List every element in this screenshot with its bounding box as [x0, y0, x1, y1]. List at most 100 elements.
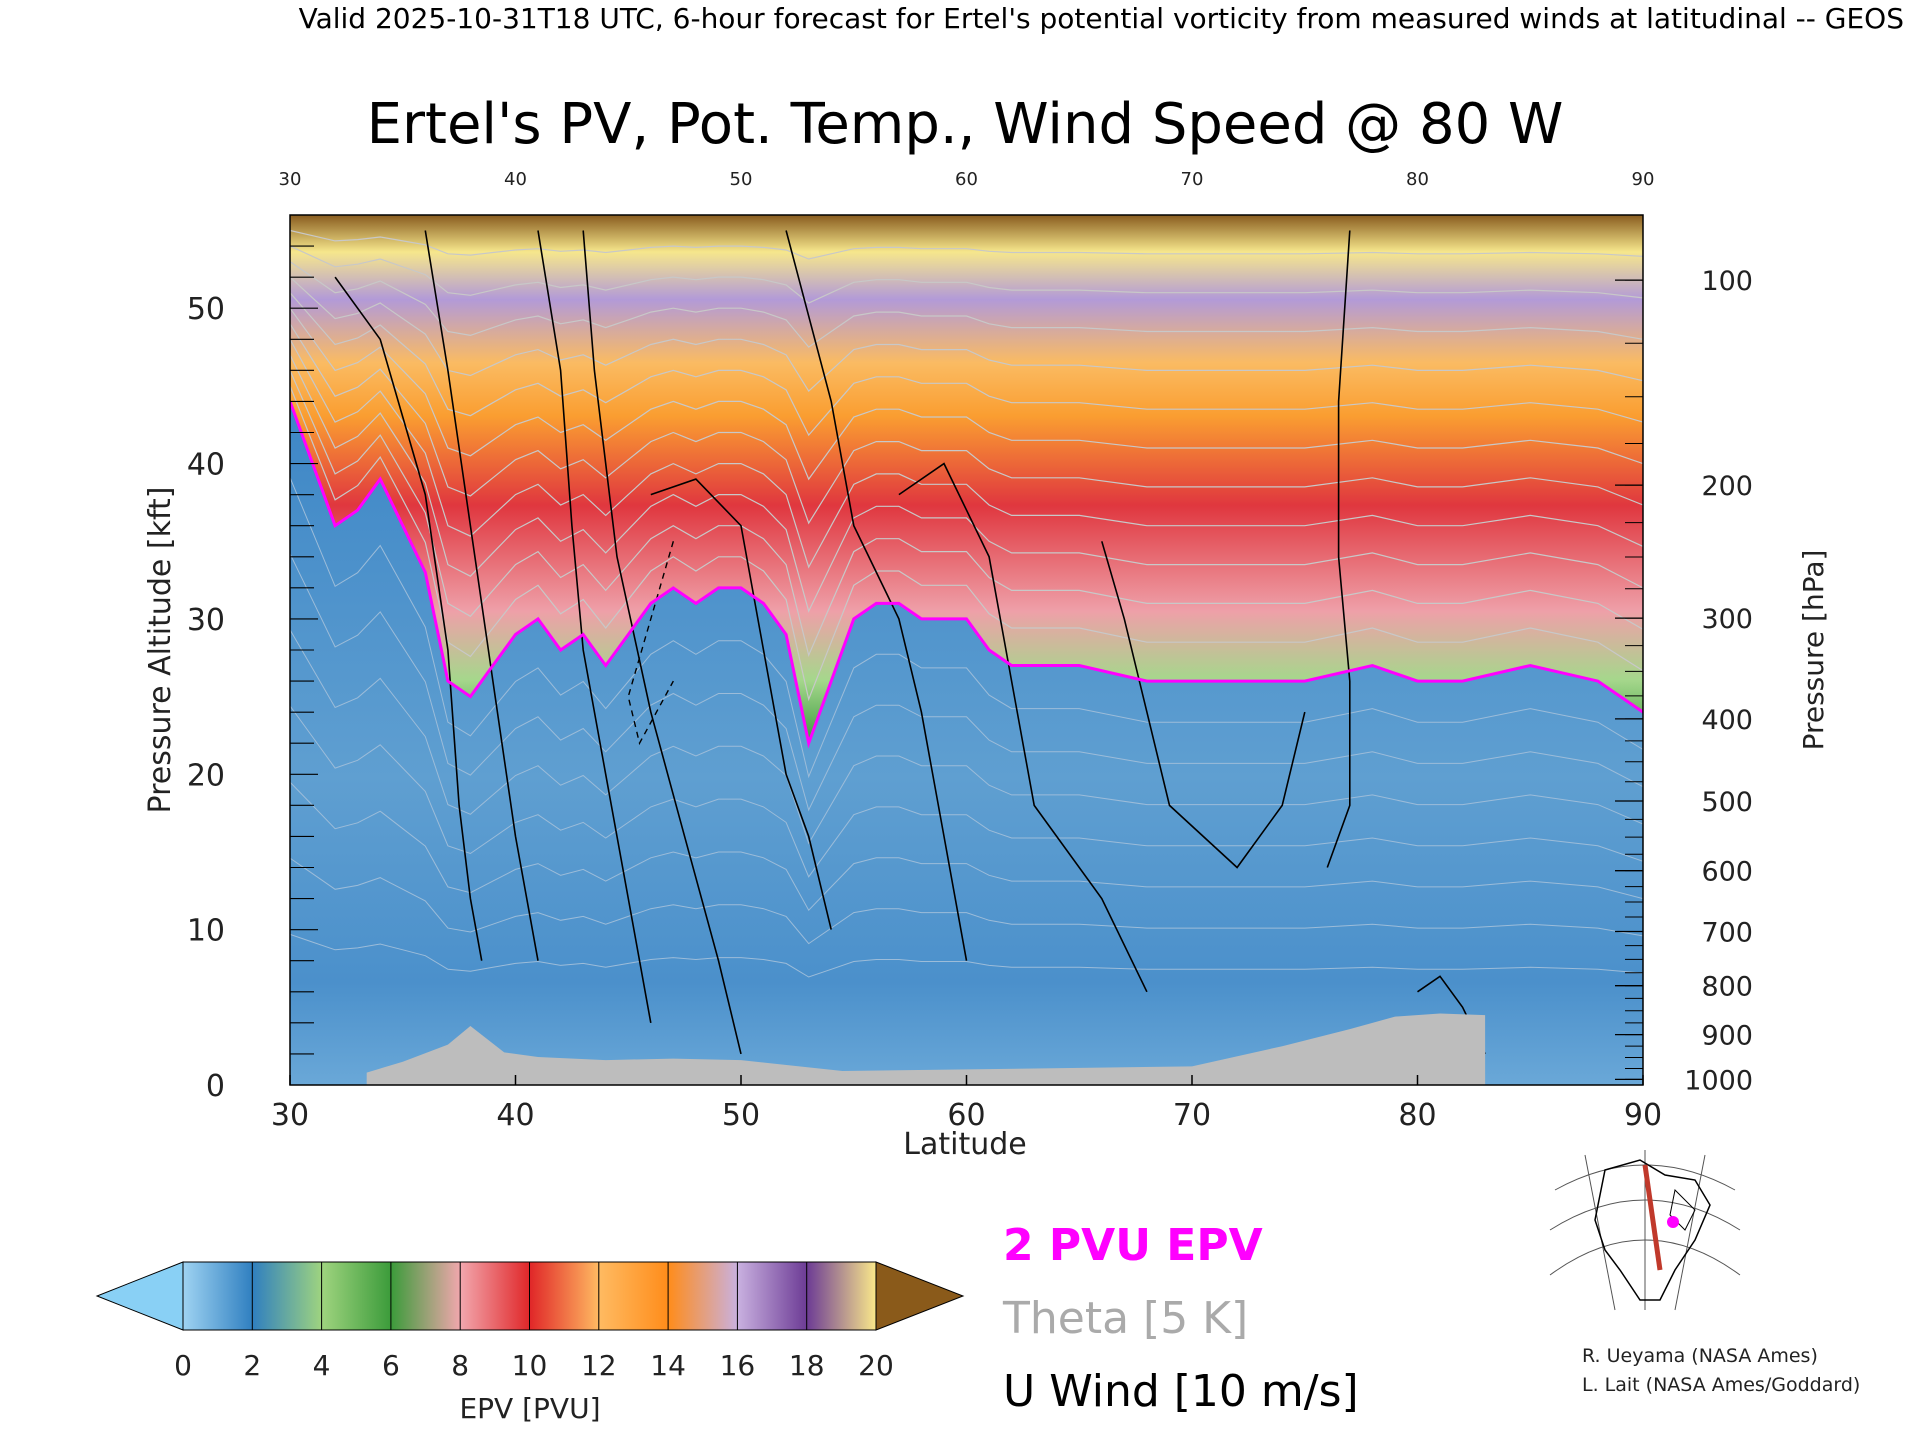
- x-tick-label-top: 60: [955, 169, 978, 190]
- theta-contour: [290, 229, 1643, 260]
- right-y-axis-label: Pressure [hPa]: [1797, 550, 1830, 751]
- theta-contour: [290, 629, 1643, 845]
- valid-time-header: Valid 2025-10-31T18 UTC, 6-hour forecast…: [299, 2, 1904, 35]
- colorbar-tick-label: 18: [789, 1349, 825, 1382]
- y-tick-label: 10: [187, 914, 225, 949]
- theta-contour: [290, 261, 1643, 348]
- colorbar-segment: [183, 1262, 253, 1330]
- colorbar-tick-label: 8: [451, 1349, 469, 1382]
- colorbar-tick-label: 6: [382, 1349, 400, 1382]
- troposphere-epv-fill: [290, 401, 1643, 1085]
- colorbar-label: EPV [PVU]: [459, 1392, 600, 1425]
- theta-contour: [290, 276, 1643, 393]
- u-wind-contour: [650, 478, 832, 930]
- theta-contour: [290, 385, 1643, 702]
- colorbar-tick-label: 12: [581, 1349, 617, 1382]
- u-wind-contour: [1326, 230, 1351, 868]
- u-wind-contours: [334, 230, 1486, 1055]
- colorbar-tick-label: 10: [512, 1349, 548, 1382]
- theta-contour: [290, 370, 1643, 658]
- u-wind-contour: [582, 230, 742, 1055]
- colorbar-segment: [806, 1262, 877, 1330]
- x-tick-label: 50: [722, 1098, 760, 1133]
- plot-area: 30 30 40 40 50 50 60 60 70 70 80 80 90 90 0 10 20 30 40 50…: [187, 169, 1753, 1133]
- colorbar-tick-label: 4: [313, 1349, 331, 1382]
- x-axis-label: Latitude: [903, 1127, 1026, 1162]
- x-tick-label: 90: [1624, 1098, 1662, 1133]
- theta-contour: [290, 307, 1643, 481]
- colorbar-segment: [390, 1262, 461, 1330]
- x-tick-label-top: 30: [279, 169, 302, 190]
- theta-contour: [290, 354, 1643, 613]
- u-wind-contour: [785, 230, 968, 961]
- colorbar-high-arrow: [875, 1261, 965, 1331]
- y-tick-label: 20: [187, 758, 225, 793]
- legend-theta: Theta [5 K]: [1002, 1293, 1248, 1344]
- u-wind-negative-contour: [627, 541, 675, 746]
- pressure-tick-label: 200: [1701, 471, 1753, 502]
- theta-contour: [290, 933, 1643, 978]
- colorbar-segment: [668, 1262, 738, 1330]
- pressure-tick-label: 300: [1701, 604, 1753, 635]
- theta-contour: [290, 292, 1643, 437]
- y-tick-label: 40: [187, 448, 225, 483]
- theta-contour: [290, 323, 1643, 525]
- legend-u-wind: U Wind [10 m/s]: [1003, 1366, 1359, 1417]
- y-tick-label: 50: [187, 292, 225, 327]
- u-wind-contour: [898, 462, 1148, 993]
- tropopause-2pvu-contour: [290, 400, 1643, 749]
- x-axis-ticks: 30 30 40 40 50 50 60 60 70 70 80 80 90 90: [271, 169, 1662, 1133]
- theta-contour: [290, 857, 1643, 945]
- theta-contour: [290, 705, 1643, 878]
- colorbar-tick-label: 0: [174, 1349, 192, 1382]
- u-wind-contour: [334, 276, 483, 961]
- colorbar-segment: [737, 1262, 808, 1330]
- x-tick-label-top: 80: [1406, 169, 1429, 190]
- credit-lait: L. Lait (NASA Ames/Goddard): [1582, 1374, 1860, 1396]
- x-tick-label-top: 50: [730, 169, 753, 190]
- x-tick-label-top: 40: [504, 169, 527, 190]
- pressure-tick-label: 400: [1701, 705, 1753, 736]
- x-tick-label: 40: [496, 1098, 534, 1133]
- theta-contour: [290, 553, 1643, 812]
- colorbar: 0 2 4 6 8 10 12 14 16 18 20: [95, 1261, 965, 1382]
- theta-contour: [290, 781, 1643, 912]
- credit-ueyama: R. Ueyama (NASA Ames): [1582, 1345, 1818, 1367]
- colorbar-tick-label: 2: [243, 1349, 261, 1382]
- colorbar-segment: [252, 1262, 323, 1330]
- colorbar-segment: [321, 1262, 392, 1330]
- pressure-tick-label: 1000: [1684, 1065, 1753, 1096]
- y-tick-label: 0: [206, 1069, 225, 1104]
- colorbar-segment: [460, 1262, 530, 1330]
- x-tick-label: 60: [947, 1098, 985, 1133]
- x-tick-label: 80: [1398, 1098, 1436, 1133]
- x-tick-label: 30: [271, 1098, 309, 1133]
- location-marker: [1667, 1216, 1679, 1228]
- y-axis-ticks: 0 10 20 30 40 50: [187, 214, 318, 1104]
- theta-contour: [290, 477, 1643, 779]
- x-tick-label-top: 90: [1632, 169, 1655, 190]
- colorbar-segment: [529, 1262, 600, 1330]
- colorbar-tick-label: 20: [858, 1349, 894, 1382]
- legend-2pvu: 2 PVU EPV: [1003, 1220, 1263, 1271]
- inset-locator-map: [1545, 1150, 1745, 1311]
- terrain-mask: [366, 1013, 1486, 1085]
- coastline: [1594, 1159, 1711, 1301]
- pressure-tick-label: 900: [1701, 1021, 1753, 1052]
- pressure-tick-label: 100: [1701, 266, 1753, 297]
- colorbar-tick-label: 14: [650, 1349, 686, 1382]
- x-tick-label: 70: [1173, 1098, 1211, 1133]
- theta-contour: [290, 339, 1643, 569]
- u-wind-contour: [424, 230, 539, 961]
- pressure-tick-label: 500: [1701, 787, 1753, 818]
- chart-title: Ertel's PV, Pot. Temp., Wind Speed @ 80 …: [367, 92, 1564, 157]
- y-tick-label: 30: [187, 603, 225, 638]
- colorbar-segment: [598, 1262, 669, 1330]
- colorbar-low-arrow: [95, 1261, 184, 1331]
- pressure-axis-ticks: 100 200 300 400 500 600 700 800 900 1000: [1615, 266, 1753, 1096]
- x-tick-label-top: 70: [1181, 169, 1204, 190]
- y-axis-label: Pressure Altitude [kft]: [143, 487, 178, 814]
- theta-contours: [290, 229, 1643, 978]
- u-wind-contour: [1101, 541, 1306, 869]
